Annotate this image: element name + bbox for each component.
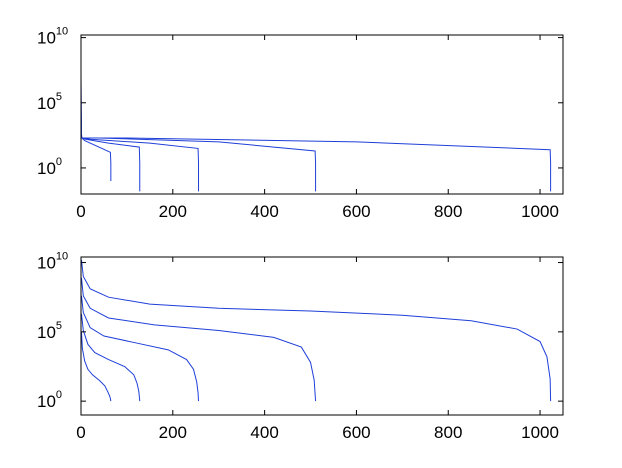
series-line-3 <box>80 295 200 402</box>
x-tick-label: 600 <box>342 202 370 221</box>
series-line-3 <box>81 137 200 192</box>
axes-frame <box>80 34 564 195</box>
series-line-5 <box>81 137 552 192</box>
series-line-1 <box>80 331 112 402</box>
y-tick-exponent: 10 <box>56 26 68 38</box>
series-line-4 <box>80 277 317 402</box>
y-tick-label: 105 <box>37 320 62 342</box>
x-tick-label: 1000 <box>521 423 559 442</box>
x-tick-label: 0 <box>76 423 85 442</box>
y-tick-exponent: 0 <box>56 389 62 401</box>
series-line-2 <box>80 313 141 402</box>
y-tick-exponent: 10 <box>56 251 68 263</box>
x-tick-label: 200 <box>159 423 187 442</box>
x-tick-label: 400 <box>250 202 278 221</box>
y-tick-exponent: 5 <box>56 320 62 332</box>
x-tick-label: 400 <box>250 423 278 442</box>
y-tick-label: 105 <box>37 91 62 113</box>
x-tick-label: 800 <box>434 202 462 221</box>
y-tick-exponent: 5 <box>56 91 62 103</box>
x-tick-label: 200 <box>159 202 187 221</box>
y-tick-label: 100 <box>37 389 62 411</box>
series-line-5 <box>80 259 552 402</box>
x-tick-label: 600 <box>342 423 370 442</box>
series-line-2 <box>81 137 141 192</box>
x-tick-label: 1000 <box>521 202 559 221</box>
x-tick-label: 0 <box>76 202 85 221</box>
y-tick-label: 100 <box>37 156 62 178</box>
y-tick-exponent: 0 <box>56 156 62 168</box>
axes-frame <box>80 256 564 416</box>
x-tick-label: 800 <box>434 423 462 442</box>
